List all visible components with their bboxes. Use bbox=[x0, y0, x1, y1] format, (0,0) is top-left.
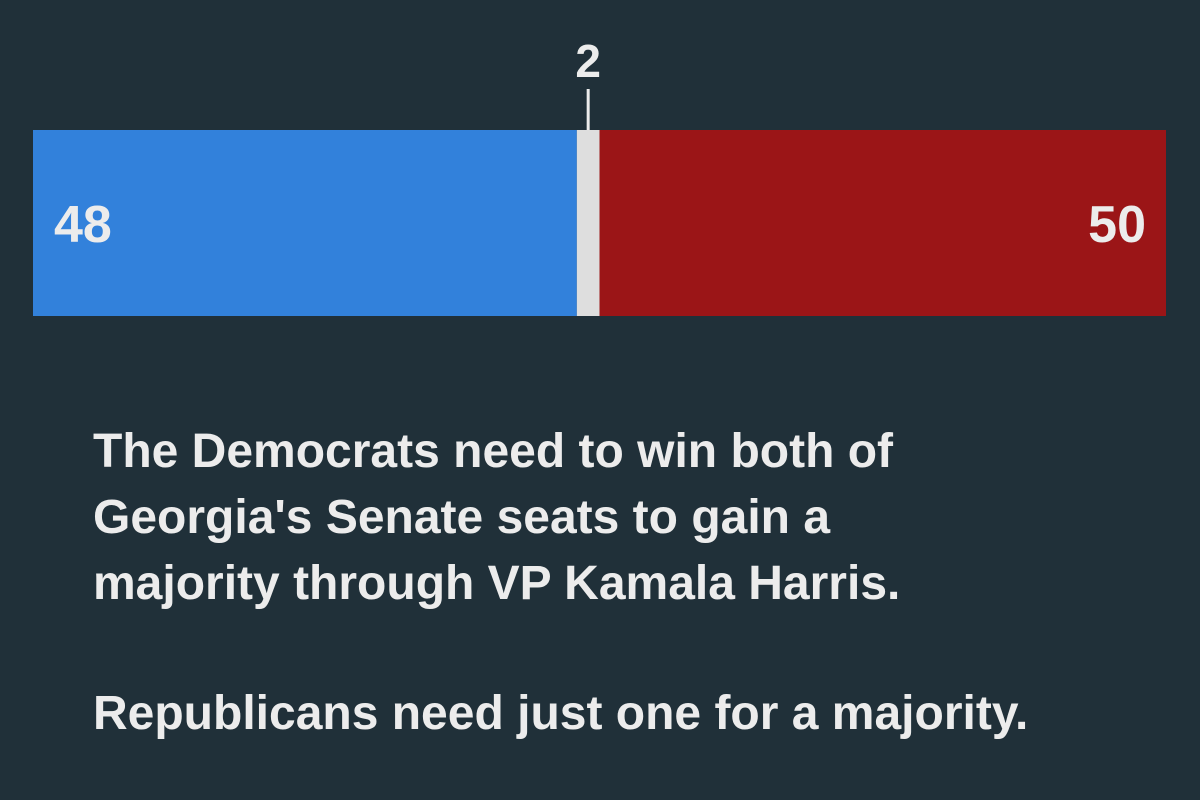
republican-seats-label: 50 bbox=[1088, 196, 1146, 254]
caption-paragraph-1: The Democrats need to win both of Georgi… bbox=[93, 419, 1173, 617]
democrat-seats-bar bbox=[33, 130, 577, 316]
caption-paragraph-2: Republicans need just one for a majority… bbox=[93, 681, 1173, 747]
undecided-seats-label: 2 bbox=[575, 35, 601, 87]
caption-line: majority through VP Kamala Harris. bbox=[93, 557, 901, 610]
democrat-seats-label: 48 bbox=[54, 196, 112, 254]
caption-line: Georgia's Senate seats to gain a bbox=[93, 491, 831, 544]
caption-line: The Democrats need to win both of bbox=[93, 425, 894, 478]
caption-line: Republicans need just one for a majority… bbox=[93, 687, 1029, 740]
republican-seats-bar bbox=[599, 130, 1166, 316]
seat-bar-chart: 48 50 2 bbox=[33, 35, 1166, 316]
undecided-seats-bar bbox=[576, 130, 600, 316]
